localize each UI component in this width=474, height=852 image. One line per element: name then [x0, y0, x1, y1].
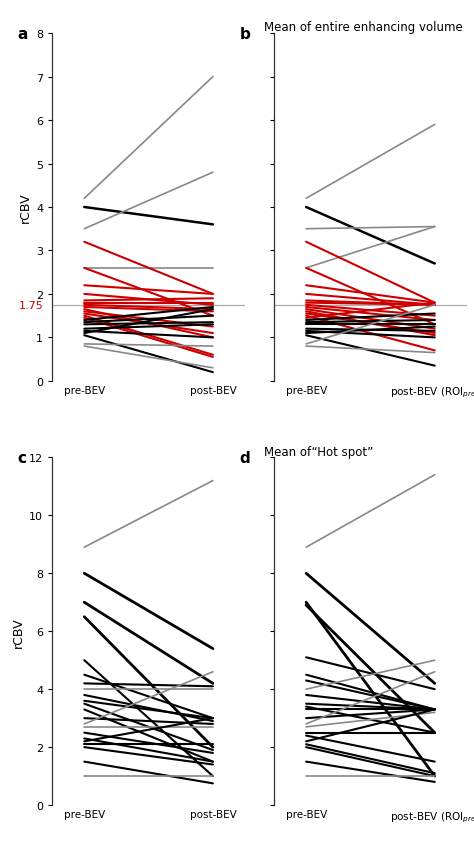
- Text: b: b: [239, 27, 250, 42]
- Text: d: d: [239, 451, 250, 466]
- Y-axis label: rCBV: rCBV: [12, 616, 25, 647]
- Y-axis label: rCBV: rCBV: [19, 193, 32, 223]
- Text: a: a: [18, 27, 28, 42]
- Text: 1.75: 1.75: [19, 301, 44, 310]
- Text: c: c: [18, 451, 27, 466]
- Text: Mean of entire enhancing volume: Mean of entire enhancing volume: [264, 21, 463, 34]
- Text: Mean of“Hot spot”: Mean of“Hot spot”: [264, 445, 374, 458]
